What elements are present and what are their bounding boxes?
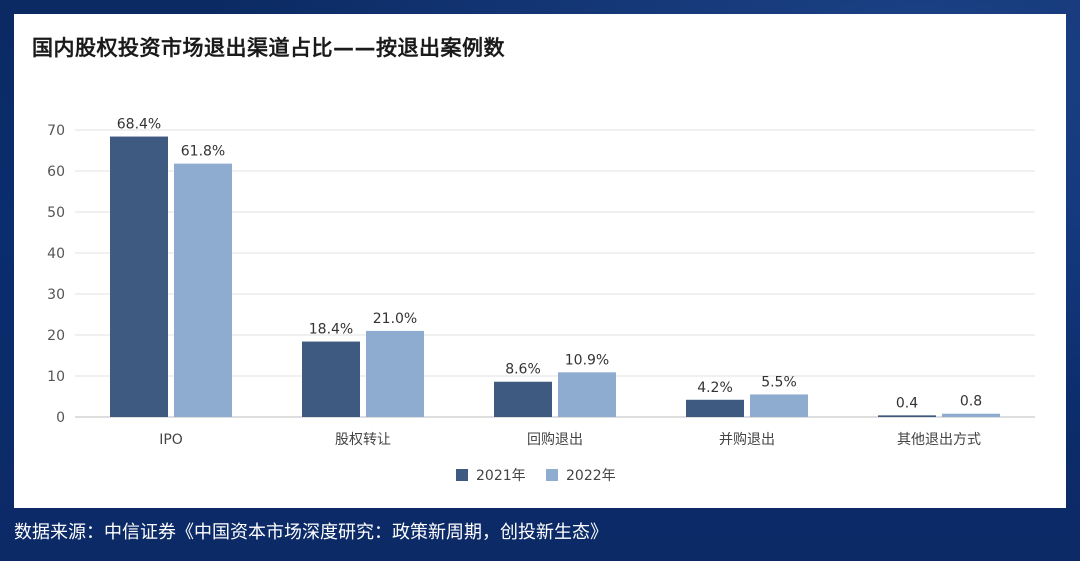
chart-title: 国内股权投资市场退出渠道占比——按退出案例数	[32, 36, 505, 60]
bar	[750, 394, 808, 417]
data-label: 0.8	[960, 394, 982, 410]
data-label: 8.6%	[505, 362, 541, 378]
y-tick-label: 30	[47, 287, 65, 303]
data-label: 0.4	[896, 395, 918, 411]
y-tick-label: 50	[47, 205, 65, 221]
y-tick-label: 40	[47, 246, 65, 262]
legend-swatch	[546, 469, 558, 481]
bar	[110, 136, 168, 417]
x-tick-label: 股权转让	[335, 432, 391, 448]
data-label: 61.8%	[181, 144, 225, 160]
bar	[942, 413, 1000, 417]
data-label: 4.2%	[697, 380, 733, 396]
x-tick-label: 并购退出	[719, 432, 775, 448]
y-tick-label: 20	[47, 328, 65, 344]
y-tick-label: 0	[56, 410, 65, 426]
data-label: 18.4%	[309, 322, 353, 338]
data-label: 5.5%	[761, 374, 797, 390]
bar	[494, 381, 552, 417]
y-tick-label: 70	[47, 123, 65, 139]
source-note: 数据来源：中信证券《中国资本市场深度研究：政策新周期，创投新生态》	[14, 522, 608, 543]
data-label: 21.0%	[373, 311, 417, 327]
x-tick-label: 回购退出	[527, 432, 583, 448]
legend-label: 2022年	[566, 468, 616, 484]
bar	[174, 163, 232, 417]
bar	[878, 415, 936, 417]
bar	[366, 330, 424, 417]
legend-label: 2021年	[476, 468, 526, 484]
bar	[686, 399, 744, 417]
x-tick-label: 其他退出方式	[897, 432, 981, 448]
x-tick-label: IPO	[159, 432, 183, 448]
data-label: 68.4%	[117, 117, 161, 133]
bar	[302, 341, 360, 417]
bar	[558, 372, 616, 417]
legend-swatch	[456, 469, 468, 481]
y-tick-label: 60	[47, 164, 65, 180]
data-label: 10.9%	[565, 352, 609, 368]
y-tick-label: 10	[47, 369, 65, 385]
